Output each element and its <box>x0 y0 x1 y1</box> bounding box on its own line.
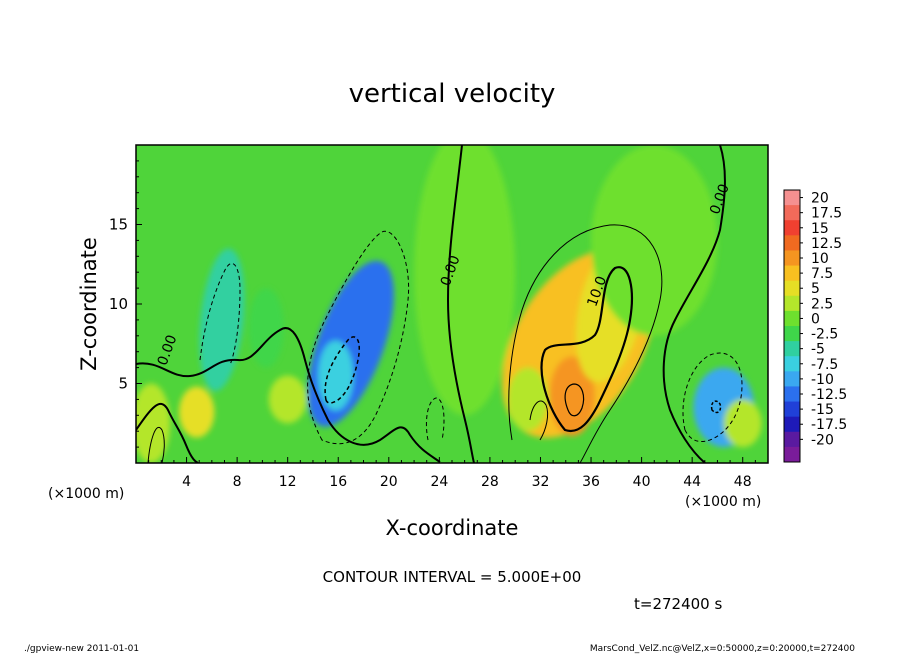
y-axis: 5 10 15 <box>109 160 142 448</box>
colorbar-swatch <box>784 431 800 448</box>
colorbar-label: -2.5 <box>811 327 838 343</box>
contour-interval-text: CONTOUR INTERVAL = 5.000E+00 <box>323 568 582 586</box>
colorbar-label: -5 <box>811 342 825 358</box>
x-tick-label: 36 <box>582 474 600 490</box>
field-feature-10 <box>178 386 215 438</box>
field-feature-9 <box>723 399 762 448</box>
footer-left: ./gpview-new 2011-01-01 <box>24 644 139 654</box>
colorbar-swatch <box>784 356 800 372</box>
x-tick-label: 32 <box>532 474 550 490</box>
colorbar-label: 15 <box>811 221 829 237</box>
x-tick-label: 4 <box>182 474 191 490</box>
contour-negative-ten-left <box>324 336 360 404</box>
colorbar-swatch <box>784 341 800 357</box>
contour-zero-left-edge <box>136 327 441 463</box>
colorbar-label: -12.5 <box>811 387 847 403</box>
x-tick-label: 24 <box>430 474 448 490</box>
y-tick-label: 5 <box>118 375 128 393</box>
colorbar-swatch <box>784 235 800 251</box>
contour-positive-small-bottom <box>147 427 165 463</box>
contour-zero-right <box>662 145 726 463</box>
x-tick-label: 16 <box>329 474 347 490</box>
contour-ten <box>540 266 633 433</box>
contour-negative-five-right <box>682 352 743 443</box>
colorbar-label: -10 <box>811 372 834 388</box>
field-feature-13 <box>414 145 516 416</box>
contour-negative-five-far-left <box>199 263 241 366</box>
x-unit-left: (×1000 m) <box>48 486 124 502</box>
contour-five-outer <box>508 224 663 463</box>
colorbar-frame <box>783 189 801 463</box>
colorbar-swatch <box>784 386 800 403</box>
x-axis-title: X-coordinate <box>386 516 519 540</box>
x-axis: 4 8 12 16 20 24 28 32 36 40 44 48 <box>148 457 756 490</box>
x-tick-label: 12 <box>279 474 297 490</box>
field-feature-5 <box>318 340 354 411</box>
x-tick-label: 28 <box>481 474 499 490</box>
colorbar-label: -15 <box>811 402 834 418</box>
colorbar-swatch <box>784 205 800 221</box>
contour-positive-small-center <box>529 400 549 441</box>
y-axis-title: Z-coordinate <box>77 237 101 371</box>
field-feature-14 <box>591 145 718 336</box>
colorbar-swatch <box>784 250 800 267</box>
colorbar-label: -20 <box>811 432 834 448</box>
colorbar-label: 12.5 <box>811 236 842 252</box>
x-tick-label: 20 <box>380 474 398 490</box>
colorbar-swatch <box>784 295 800 312</box>
contour-zero-bottom-left <box>136 402 199 463</box>
colorbar-label: 0 <box>811 311 820 327</box>
colorbar-swatch <box>784 416 800 433</box>
colorbar-swatch <box>784 326 800 342</box>
colorbar-label: 17.5 <box>811 206 842 222</box>
field-feature-12 <box>268 375 307 424</box>
colorbar-label: 10 <box>811 251 829 267</box>
colorbar-swatch <box>784 265 800 282</box>
contour-fifteen <box>564 383 585 417</box>
field-feature-1 <box>549 356 595 436</box>
x-tick-label: 8 <box>233 474 242 490</box>
colorbar-swatch <box>784 190 800 206</box>
colorbar-swatch <box>784 401 800 418</box>
colorbar-label: 7.5 <box>811 266 833 282</box>
field-feature-3 <box>507 367 549 432</box>
colorbar-label: 2.5 <box>811 296 833 312</box>
colorbar-label: -7.5 <box>811 357 838 373</box>
colorbar: 2017.51512.5107.552.50-2.5-5-7.5-10-12.5… <box>783 189 847 463</box>
contour-negative-center-small <box>425 397 445 441</box>
x-tick-label: 48 <box>734 474 752 490</box>
chart-title: vertical velocity <box>349 79 556 109</box>
time-label: t=272400 s <box>634 595 722 613</box>
colorbar-swatch <box>784 446 800 463</box>
colorbar-swatch <box>784 310 800 327</box>
colorbar-swatch <box>784 220 800 236</box>
colorbar-label: 5 <box>811 281 820 297</box>
x-tick-label: 40 <box>633 474 651 490</box>
y-tick-label: 10 <box>109 295 128 313</box>
x-unit-right: (×1000 m) <box>685 494 761 510</box>
contour-lines <box>136 145 743 463</box>
colorbar-swatch <box>784 280 800 297</box>
y-tick-label: 15 <box>109 216 128 234</box>
colorbar-swatch <box>784 371 800 387</box>
colorbar-label: -17.5 <box>811 417 847 433</box>
footer-right: MarsCond_VelZ.nc@VelZ,x=0:50000,z=0:2000… <box>590 644 855 654</box>
contour-negative-small-right <box>710 400 722 414</box>
field-feature-7 <box>248 288 284 368</box>
contour-zero-center <box>446 145 475 463</box>
x-tick-label: 44 <box>683 474 701 490</box>
contour-negative-five-left <box>307 230 410 445</box>
colorbar-label: 20 <box>811 191 829 207</box>
